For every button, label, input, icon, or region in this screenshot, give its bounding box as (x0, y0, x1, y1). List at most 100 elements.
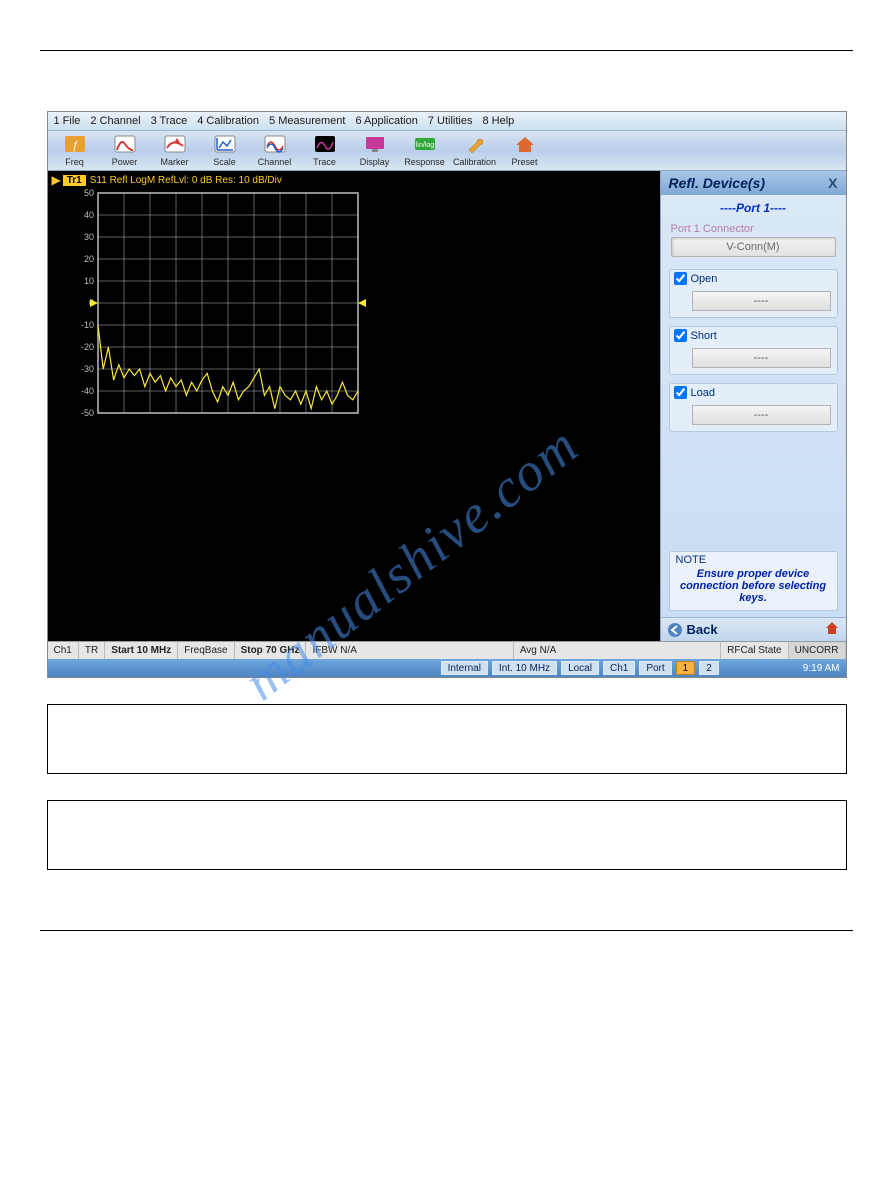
side-panel-title: Refl. Device(s) (669, 175, 765, 191)
back-bar: Back (661, 617, 846, 641)
side-panel: Refl. Device(s) X ----Port 1---- Port 1 … (660, 171, 846, 641)
status-internal: Internal (441, 661, 488, 675)
toolbar-power-label: Power (112, 157, 138, 167)
empty-box-1 (47, 704, 847, 774)
status-start: Start 10 MHz (105, 642, 178, 659)
status-freqbase: FreqBase (178, 642, 234, 659)
svg-text:-40: -40 (80, 386, 93, 396)
menu-channel[interactable]: 2 Channel (90, 115, 140, 127)
svg-text:40: 40 (83, 210, 93, 220)
trace-badge: Tr1 (63, 175, 86, 186)
menu-help[interactable]: 8 Help (482, 115, 514, 127)
short-value[interactable]: ---- (692, 348, 831, 368)
status-avg: Avg N/A (514, 642, 721, 659)
trace-arrow-icon: ▶ (52, 173, 61, 187)
home-small-icon[interactable] (824, 620, 840, 639)
svg-text:-50: -50 (80, 408, 93, 418)
status-ch: Ch1 (48, 642, 79, 659)
display-icon (363, 134, 387, 156)
toolbar-preset-button[interactable]: Preset (502, 134, 548, 167)
toolbar-display-label: Display (360, 157, 390, 167)
trace-header-text: S11 Refl LogM RefLvl: 0 dB Res: 10 dB/Di… (90, 175, 282, 186)
open-checkbox[interactable] (674, 272, 687, 285)
svg-text:-10: -10 (80, 320, 93, 330)
menu-trace[interactable]: 3 Trace (151, 115, 188, 127)
menu-measurement[interactable]: 5 Measurement (269, 115, 345, 127)
svg-text:10: 10 (83, 276, 93, 286)
status-time: 9:19 AM (723, 663, 840, 674)
toolbar-freq-label: Freq (65, 157, 84, 167)
status-tr: TR (79, 642, 105, 659)
chart-svg-wrap: 50403020100-10-20-30-40-50 (62, 189, 368, 422)
toolbar-marker-label: Marker (160, 157, 188, 167)
menu-utilities[interactable]: 7 Utilities (428, 115, 473, 127)
toolbar-marker-button[interactable]: Marker (152, 134, 198, 167)
status-ch1: Ch1 (603, 661, 635, 675)
toolbar-calibration-button[interactable]: Calibration (452, 134, 498, 167)
cal-short-section: Short ---- (669, 326, 838, 375)
trace-header: ▶ Tr1 S11 Refl LogM RefLvl: 0 dB Res: 10… (48, 171, 660, 189)
statusbar-primary: Ch1 TR Start 10 MHz FreqBase Stop 70 GHz… (48, 641, 846, 659)
statusbar-secondary: Internal Int. 10 MHz Local Ch1 Port 1 2 … (48, 659, 846, 677)
freq-icon: f (63, 134, 87, 156)
main-content-row: ▶ Tr1 S11 Refl LogM RefLvl: 0 dB Res: 10… (48, 171, 846, 641)
toolbar-scale-button[interactable]: Scale (202, 134, 248, 167)
plot-area: ▶ Tr1 S11 Refl LogM RefLvl: 0 dB Res: 10… (48, 171, 660, 641)
toolbar-response-label: Response (404, 157, 445, 167)
svg-text:20: 20 (83, 254, 93, 264)
menubar: 1 File 2 Channel 3 Trace 4 Calibration 5… (48, 112, 846, 131)
power-icon (113, 134, 137, 156)
note-heading: NOTE (676, 554, 831, 566)
status-stop: Stop 70 GHz (235, 642, 307, 659)
empty-box-2 (47, 800, 847, 870)
toolbar-calibration-label: Calibration (453, 157, 496, 167)
status-port-1: 1 (676, 661, 696, 675)
side-panel-close-button[interactable]: X (828, 175, 837, 191)
home-icon (513, 134, 537, 156)
note-text: Ensure proper device connection before s… (676, 566, 831, 604)
status-rfcal: RFCal State (721, 642, 788, 659)
toolbar-display-button[interactable]: Display (352, 134, 398, 167)
toolbar-power-button[interactable]: Power (102, 134, 148, 167)
menu-calibration[interactable]: 4 Calibration (197, 115, 259, 127)
toolbar-channel-label: Channel (258, 157, 292, 167)
toolbar-preset-label: Preset (511, 157, 537, 167)
app-window: 1 File 2 Channel 3 Trace 4 Calibration 5… (47, 111, 847, 678)
svg-text:lin/log: lin/log (415, 142, 433, 149)
status-port-label: Port (639, 661, 671, 675)
scale-icon (213, 134, 237, 156)
cal-load-section: Load ---- (669, 383, 838, 432)
menu-file[interactable]: 1 File (54, 115, 81, 127)
load-label: Load (691, 387, 715, 399)
s11-chart: 50403020100-10-20-30-40-50 (62, 189, 368, 419)
open-value[interactable]: ---- (692, 291, 831, 311)
menu-application[interactable]: 6 Application (355, 115, 417, 127)
toolbar-freq-button[interactable]: f Freq (52, 134, 98, 167)
port-connector-label: Port 1 Connector (671, 221, 836, 237)
marker-icon (163, 134, 187, 156)
back-label: Back (687, 622, 718, 637)
toolbar-channel-button[interactable]: Channel (252, 134, 298, 167)
short-checkbox[interactable] (674, 329, 687, 342)
svg-text:-20: -20 (80, 342, 93, 352)
status-uncorr: UNCORR (789, 642, 846, 659)
note-block: NOTE Ensure proper device connection bef… (669, 551, 838, 611)
side-panel-title-bar: Refl. Device(s) X (661, 171, 846, 195)
toolbar: f Freq Power Marker Scale Channel (48, 131, 846, 171)
port-1-label: ----Port 1---- (661, 195, 846, 217)
toolbar-trace-button[interactable]: Trace (302, 134, 348, 167)
back-arrow-icon (667, 622, 683, 638)
load-value[interactable]: ---- (692, 405, 831, 425)
status-port-2: 2 (699, 661, 719, 675)
status-local: Local (561, 661, 599, 675)
trace-icon (313, 134, 337, 156)
svg-text:-30: -30 (80, 364, 93, 374)
toolbar-response-button[interactable]: lin/log Response (402, 134, 448, 167)
cal-open-section: Open ---- (669, 269, 838, 318)
load-checkbox[interactable] (674, 386, 687, 399)
wrench-icon (463, 134, 487, 156)
status-int10: Int. 10 MHz (492, 661, 557, 675)
back-button[interactable]: Back (667, 622, 718, 638)
svg-text:50: 50 (83, 189, 93, 198)
port-connector-value: V-Conn(M) (671, 237, 836, 257)
